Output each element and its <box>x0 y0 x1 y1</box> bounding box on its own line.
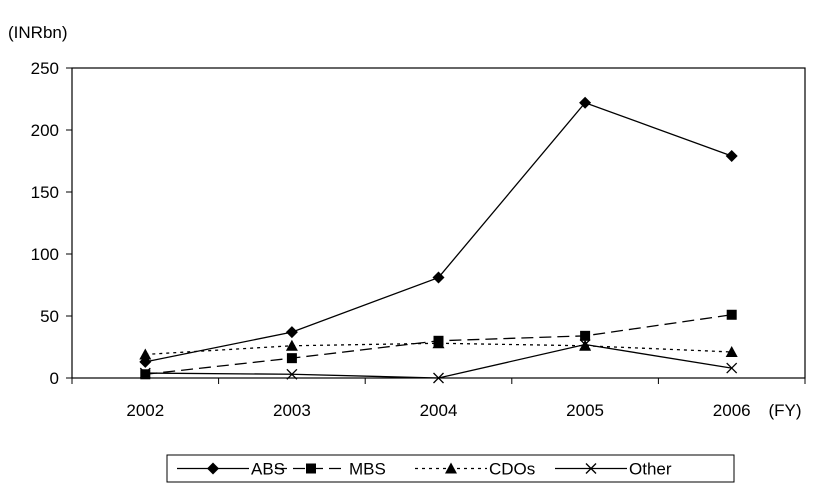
plot-frame <box>71 67 806 379</box>
x-marker-stroke <box>286 368 298 380</box>
data-point-abs <box>579 96 592 109</box>
data-point-cdos <box>725 345 738 357</box>
data-point-other <box>433 372 444 384</box>
y-tick-label: 100 <box>31 245 59 264</box>
plot-area: 0 50 100 150 200 250 2002 2003 2004 2005 2006 <box>31 59 806 420</box>
x-tick-label: 2004 <box>420 401 458 420</box>
data-point-other <box>579 339 591 350</box>
legend-label-other: Other <box>629 460 672 479</box>
data-point-abs <box>285 326 298 339</box>
series-line-other <box>145 343 732 379</box>
y-tick-label: 50 <box>40 307 59 326</box>
y-tick-label: 200 <box>31 121 59 140</box>
legend-marker-cdos <box>445 462 457 474</box>
legend-marker-mbs <box>306 463 316 474</box>
x-tick-label: 2002 <box>126 401 164 420</box>
legend-marker-other <box>585 463 597 474</box>
data-point-cdos <box>285 339 298 351</box>
y-tick-label: 250 <box>31 59 59 78</box>
data-point-cdos <box>139 348 152 360</box>
data-point-cdos <box>432 337 445 349</box>
y-axis-label: (INRbn) <box>8 23 68 42</box>
x-marker-stroke <box>433 372 444 384</box>
data-point-other <box>286 368 298 380</box>
data-point-mbs <box>726 309 737 320</box>
data-point-mbs <box>580 330 591 341</box>
legend: ABS MBS CDOs Other <box>166 454 735 483</box>
x-tick-label: 2006 <box>713 401 751 420</box>
legend-label-mbs: MBS <box>349 460 386 479</box>
data-point-other <box>726 362 738 374</box>
x-marker-stroke <box>726 362 738 374</box>
x-axis-unit-label: (FY) <box>768 401 801 420</box>
data-point-mbs <box>286 353 297 364</box>
series-line-abs <box>145 101 732 363</box>
x-marker-stroke <box>579 339 591 350</box>
x-marker-stroke <box>585 463 597 474</box>
data-point-abs <box>432 271 445 284</box>
data-point-abs <box>725 150 738 163</box>
x-marker-stroke <box>139 367 151 379</box>
y-tick-label: 150 <box>31 183 59 202</box>
x-tick-label: 2003 <box>273 401 311 420</box>
data-point-mbs <box>140 369 151 380</box>
data-point-other <box>139 367 151 379</box>
legend-marker-abs <box>207 462 219 475</box>
legend-label-cdos: CDOs <box>489 460 535 479</box>
legend-label-abs: ABS <box>251 460 285 479</box>
x-tick-label: 2005 <box>566 401 604 420</box>
y-tick-label: 0 <box>50 369 59 388</box>
